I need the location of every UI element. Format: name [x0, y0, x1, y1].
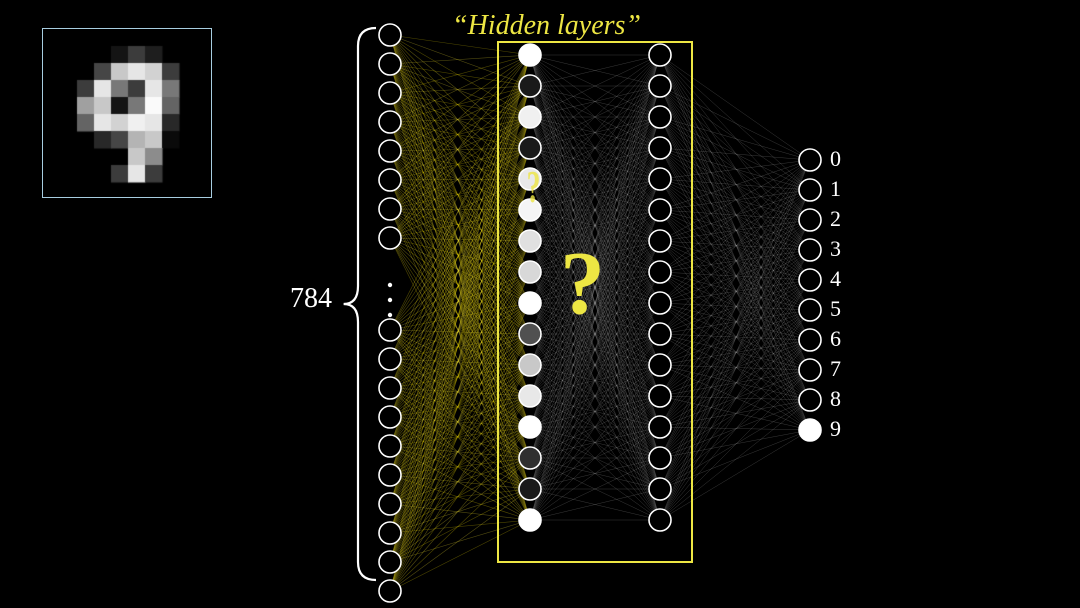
neuron — [649, 44, 671, 66]
conn-input-hidden1 — [390, 35, 530, 591]
neuron — [799, 419, 821, 441]
neuron — [519, 44, 541, 66]
neuron — [379, 53, 401, 75]
neuron — [379, 140, 401, 162]
neuron — [379, 82, 401, 104]
network-svg — [0, 0, 1080, 608]
neuron — [379, 522, 401, 544]
neuron — [649, 292, 671, 314]
neuron — [649, 199, 671, 221]
neuron — [519, 137, 541, 159]
neuron — [379, 227, 401, 249]
neuron — [519, 478, 541, 500]
neuron — [519, 447, 541, 469]
neuron — [379, 319, 401, 341]
hidden-layer-2 — [649, 44, 671, 531]
output-label-3: 3 — [830, 236, 841, 262]
neuron — [799, 359, 821, 381]
neuron — [799, 149, 821, 171]
question-mark: ? — [560, 232, 605, 335]
output-label-8: 8 — [830, 386, 841, 412]
output-label-0: 0 — [830, 146, 841, 172]
neuron — [379, 580, 401, 602]
conn-hidden2-output — [660, 55, 810, 520]
output-label-1: 1 — [830, 176, 841, 202]
neuron — [519, 354, 541, 376]
neuron — [519, 292, 541, 314]
neuron — [379, 198, 401, 220]
neuron — [519, 385, 541, 407]
diagram-stage: “Hidden layers” 784 ? ? 0123456789 — [0, 0, 1080, 608]
neuron — [649, 416, 671, 438]
neuron — [799, 239, 821, 261]
output-label-2: 2 — [830, 206, 841, 232]
input-ellipsis — [388, 283, 392, 317]
neuron — [799, 209, 821, 231]
neuron — [799, 269, 821, 291]
output-layer — [799, 149, 821, 441]
neuron — [649, 509, 671, 531]
neuron — [649, 168, 671, 190]
neuron — [379, 169, 401, 191]
neuron — [649, 447, 671, 469]
neuron — [379, 464, 401, 486]
neuron — [519, 261, 541, 283]
neuron — [519, 230, 541, 252]
neuron — [519, 416, 541, 438]
neuron — [649, 478, 671, 500]
neuron — [519, 323, 541, 345]
output-label-9: 9 — [830, 416, 841, 442]
mini-question-mark: ? — [527, 160, 541, 213]
input-brace — [344, 28, 376, 580]
neuron — [379, 24, 401, 46]
neuron — [379, 493, 401, 515]
output-label-5: 5 — [830, 296, 841, 322]
neuron — [799, 389, 821, 411]
neuron — [799, 179, 821, 201]
neuron — [799, 329, 821, 351]
neuron — [519, 75, 541, 97]
output-label-6: 6 — [830, 326, 841, 352]
neuron — [649, 385, 671, 407]
output-label-7: 7 — [830, 356, 841, 382]
neuron — [649, 106, 671, 128]
neuron — [379, 377, 401, 399]
neuron — [519, 509, 541, 531]
neuron — [379, 348, 401, 370]
neuron — [649, 354, 671, 376]
neuron — [649, 137, 671, 159]
neuron — [649, 323, 671, 345]
neuron — [379, 551, 401, 573]
neuron — [799, 299, 821, 321]
neuron — [379, 435, 401, 457]
neuron — [379, 111, 401, 133]
neuron — [649, 261, 671, 283]
neuron — [519, 106, 541, 128]
neuron — [649, 230, 671, 252]
neuron — [649, 75, 671, 97]
neuron — [379, 406, 401, 428]
output-label-4: 4 — [830, 266, 841, 292]
